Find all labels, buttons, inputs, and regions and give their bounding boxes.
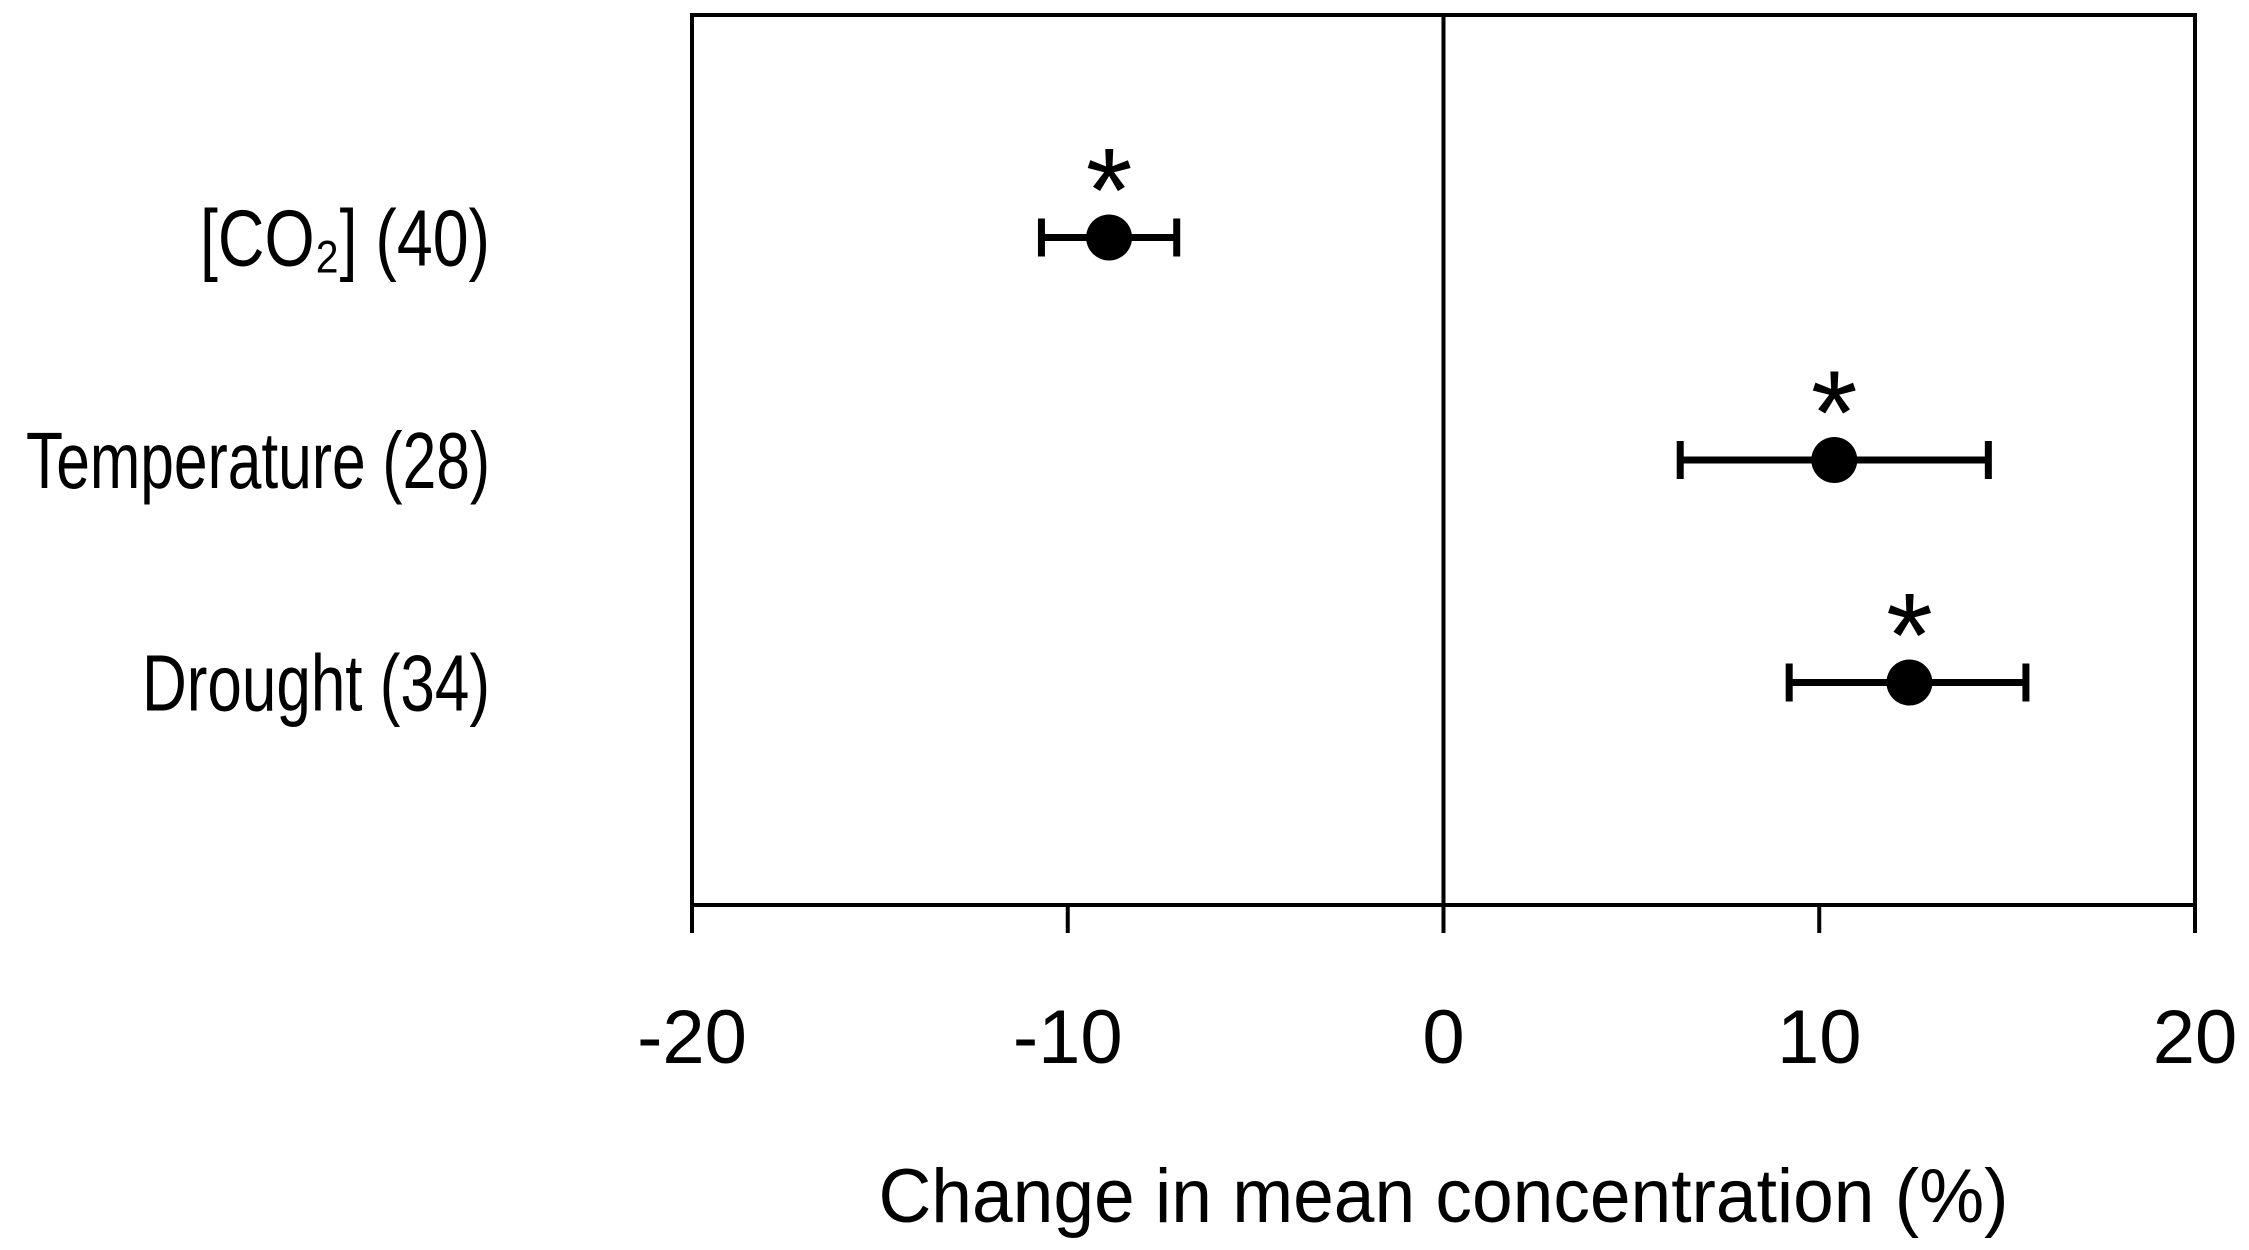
significance-asterisk: * bbox=[1086, 124, 1133, 258]
significance-asterisk: * bbox=[1811, 346, 1858, 480]
category-label: [CO₂] (40) bbox=[200, 194, 490, 283]
x-axis-title: Change in mean concentration (%) bbox=[879, 1154, 2009, 1239]
category-label: Temperature (28) bbox=[26, 416, 490, 505]
x-tick-label: -10 bbox=[1013, 995, 1123, 1080]
point-marker bbox=[1811, 437, 1858, 483]
x-tick-label: 10 bbox=[1777, 995, 1862, 1080]
significance-asterisk: * bbox=[1886, 569, 1933, 703]
x-tick-label: -20 bbox=[637, 995, 747, 1080]
x-tick-label: 0 bbox=[1422, 995, 1464, 1080]
plot-root: -20 -10 0 10 20 [CO₂] (40) * Temperature (28) * D… bbox=[26, 13, 2238, 1080]
x-tick-label: 20 bbox=[2153, 995, 2238, 1080]
point-marker bbox=[1086, 214, 1133, 261]
category-label: Drought (34) bbox=[142, 639, 490, 728]
point-marker bbox=[1886, 659, 1933, 706]
